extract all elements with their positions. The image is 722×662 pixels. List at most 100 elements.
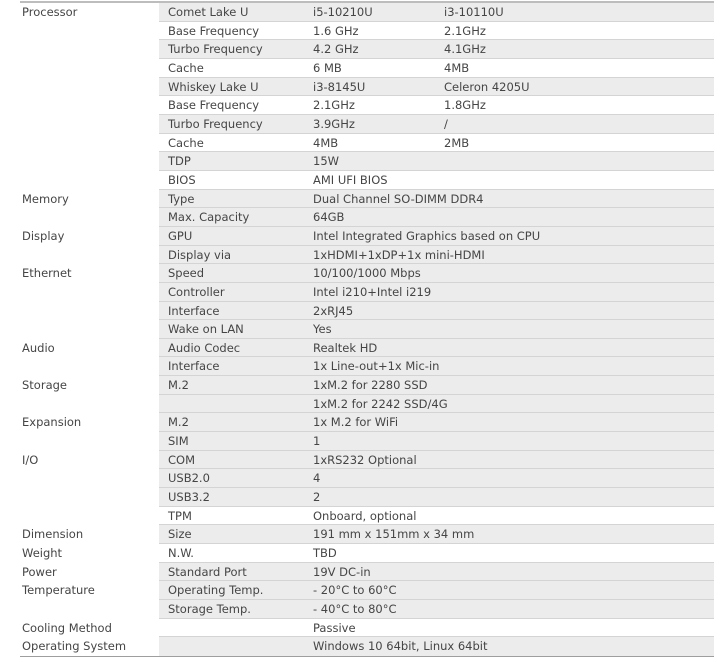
- spec-item: Whiskey Lake U: [168, 79, 259, 94]
- spec-value: 4.2 GHz: [313, 42, 359, 57]
- spec-category: [20, 22, 159, 41]
- spec-row: Cooling Method Passive: [20, 619, 714, 638]
- spec-value-alt: [444, 246, 714, 264]
- spec-row: Ethernet Speed 10/100/1000 Mbps: [20, 264, 714, 283]
- spec-category: I/O: [22, 452, 39, 467]
- spec-item: Operating Temp.: [168, 583, 264, 598]
- spec-category: [20, 115, 159, 134]
- spec-item: Turbo Frequency: [168, 42, 263, 57]
- spec-row: Turbo Frequency 3.9GHz /: [20, 114, 714, 134]
- spec-row: BIOS AMI UFI BIOS: [20, 171, 714, 190]
- spec-value: 1x M.2 for WiFi: [313, 415, 399, 430]
- spec-value: TBD: [313, 546, 337, 561]
- spec-value-alt: [444, 227, 714, 245]
- spec-value-alt: [444, 432, 714, 450]
- spec-value-alt: [444, 339, 714, 357]
- spec-row: USB3.2 2: [20, 488, 714, 507]
- spec-details: Cache 6 MB 4MB: [159, 59, 714, 78]
- spec-value-alt: [444, 544, 714, 562]
- spec-item: Base Frequency: [168, 98, 260, 113]
- spec-item: Display via: [168, 247, 232, 262]
- spec-row: Weight N.W. TBD: [20, 544, 714, 563]
- spec-value: Dual Channel SO-DIMM DDR4: [313, 191, 484, 206]
- spec-row: Cache 6 MB 4MB: [20, 59, 714, 78]
- spec-item: Speed: [168, 266, 205, 281]
- spec-value: Windows 10 64bit, Linux 64bit: [313, 639, 488, 654]
- spec-row: Display GPU Intel Integrated Graphics base…: [20, 226, 714, 246]
- spec-details: N.W. TBD: [159, 544, 714, 563]
- spec-category: [20, 246, 159, 265]
- spec-row: Display via 1xHDMI+1xDP+1x mini-HDMI: [20, 245, 714, 265]
- spec-item: BIOS: [168, 172, 196, 187]
- spec-row: Controller Intel i210+Intel i219: [20, 282, 714, 302]
- spec-category: [20, 96, 159, 115]
- spec-details: Speed 10/100/1000 Mbps: [159, 264, 714, 283]
- spec-value: 4: [313, 471, 321, 486]
- spec-category: Dimension: [22, 527, 84, 542]
- spec-value-alt: 2.1GHz: [444, 23, 486, 38]
- spec-details: Comet Lake U i5-10210U i3-10110U: [159, 3, 714, 22]
- spec-value-alt: [444, 581, 714, 599]
- spec-row: I/O COM 1xRS232 Optional: [20, 450, 714, 470]
- spec-details: SIM 1: [159, 432, 714, 451]
- spec-row: 1xM.2 for 2242 SSD/4G: [20, 394, 714, 414]
- spec-row: Audio Audio Codec Realtek HD: [20, 338, 714, 358]
- spec-value-alt: [444, 171, 714, 189]
- spec-category: [20, 507, 159, 526]
- spec-category: [20, 59, 159, 78]
- spec-table: Processor Comet Lake U i5-10210U i3-10110U B…: [20, 1, 714, 657]
- spec-row: USB2.0 4: [20, 469, 714, 489]
- spec-value-alt: [444, 190, 714, 208]
- spec-details: Standard Port 19V DC-in: [159, 562, 714, 582]
- spec-value-alt: [444, 619, 714, 637]
- spec-category: Expansion: [22, 415, 82, 430]
- spec-value-alt: [444, 302, 714, 320]
- spec-value: i5-10210U: [313, 5, 373, 19]
- spec-value-alt: [444, 637, 714, 656]
- spec-value: 64GB: [313, 210, 345, 225]
- spec-item: Interface: [168, 303, 220, 318]
- spec-value-alt: [444, 413, 714, 431]
- spec-details: 1xM.2 for 2242 SSD/4G: [159, 394, 714, 414]
- spec-value: 1xM.2 for 2242 SSD/4G: [313, 396, 448, 411]
- spec-row: Processor Comet Lake U i5-10210U i3-10110U: [20, 3, 714, 22]
- spec-details: Interface 1x Line-out+1x Mic-in: [159, 357, 714, 377]
- spec-value: Onboard, optional: [313, 508, 417, 523]
- spec-item: TDP: [168, 154, 191, 169]
- spec-row: Interface 1x Line-out+1x Mic-in: [20, 357, 714, 377]
- spec-details: Size 191 mm x 151mm x 34 mm: [159, 525, 714, 545]
- spec-item: M.2: [168, 378, 189, 393]
- spec-row: SIM 1: [20, 432, 714, 451]
- spec-details: TDP 15W: [159, 152, 714, 171]
- spec-category: Operating System: [22, 639, 127, 654]
- spec-value: 1xRS232 Optional: [313, 452, 417, 467]
- spec-details: TPM Onboard, optional: [159, 507, 714, 526]
- spec-category: [20, 469, 159, 488]
- spec-item: Wake on LAN: [168, 322, 244, 337]
- spec-details: Operating Temp. - 20°C to 60°C: [159, 581, 714, 600]
- spec-value-alt: 4.1GHz: [444, 42, 486, 57]
- spec-details: Passive: [159, 619, 714, 638]
- spec-value: Intel i210+Intel i219: [313, 284, 432, 299]
- spec-item: [159, 619, 303, 637]
- spec-row: Expansion M.2 1x M.2 for WiFi: [20, 413, 714, 433]
- spec-value: 1x Line-out+1x Mic-in: [313, 359, 440, 374]
- spec-category: Memory: [22, 191, 69, 206]
- spec-item: Standard Port: [168, 564, 247, 579]
- spec-details: Audio Codec Realtek HD: [159, 338, 714, 358]
- spec-details: USB2.0 4: [159, 469, 714, 489]
- spec-category: [20, 320, 159, 339]
- spec-item: Cache: [168, 135, 204, 150]
- spec-item: Max. Capacity: [168, 210, 250, 225]
- spec-item: Audio Codec: [168, 340, 241, 355]
- spec-value: 1: [313, 434, 321, 449]
- spec-value-alt: [444, 469, 714, 487]
- spec-row: Power Standard Port 19V DC-in: [20, 562, 714, 582]
- spec-category: [20, 432, 159, 451]
- spec-row: Base Frequency 1.6 GHz 2.1GHz: [20, 22, 714, 41]
- spec-category: Display: [22, 228, 65, 243]
- spec-value: 15W: [313, 154, 340, 169]
- spec-value-alt: [444, 451, 714, 469]
- spec-value: Passive: [313, 620, 356, 635]
- spec-value: Realtek HD: [313, 340, 378, 355]
